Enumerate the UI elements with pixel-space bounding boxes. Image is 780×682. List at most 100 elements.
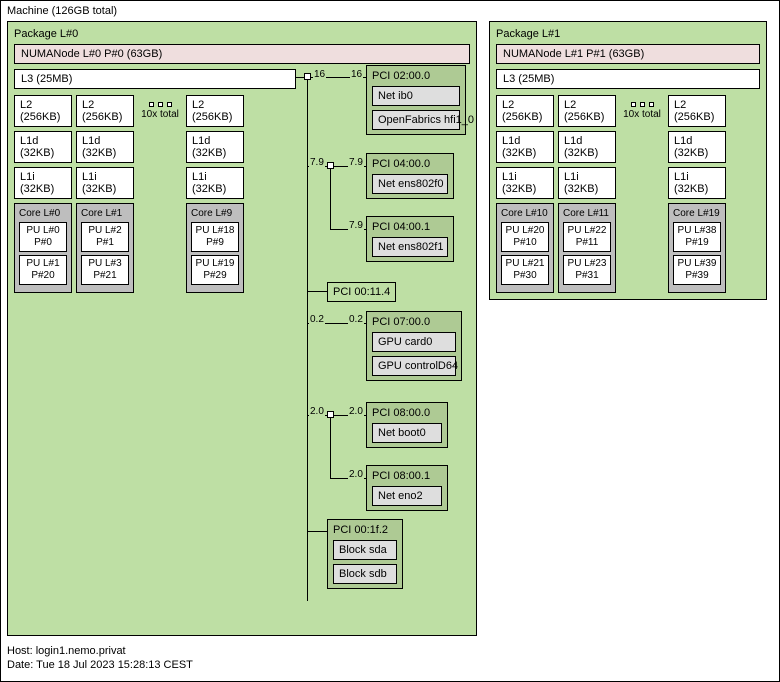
connector-line	[330, 169, 331, 229]
pci-02-00-0: PCI 02:00.0 Net ib0 OpenFabrics hfi1_0	[366, 65, 466, 135]
package-1: Package L#1 NUMANode L#1 P#1 (63GB) L3 (…	[489, 21, 767, 300]
l2-cache: L2 (256KB)	[496, 95, 554, 127]
footer-host: Host: login1.nemo.privat	[7, 644, 773, 658]
l2-cache: L2 (256KB)	[668, 95, 726, 127]
connector-line	[330, 418, 331, 478]
net-device: Net boot0	[372, 423, 442, 443]
gpu-device: GPU controlD64	[372, 356, 456, 376]
core-10: Core L#10 PU L#20P#10 PU L#21P#30	[496, 203, 554, 293]
gap-label: 10x total	[623, 109, 661, 120]
machine-box: Machine (126GB total) Package L#0 NUMANo…	[0, 0, 780, 682]
connector-line	[307, 291, 327, 292]
pci-title: PCI 04:00.0	[372, 158, 448, 170]
pci-title: PCI 07:00.0	[372, 316, 456, 328]
core-title: Core L#19	[673, 208, 721, 219]
pci-08-00-0: PCI 08:00.0 Net boot0	[366, 402, 448, 448]
block-device: Block sda	[333, 540, 397, 560]
pu: PU L#18P#9	[191, 222, 239, 252]
ellipsis-gap: 10x total	[620, 102, 664, 120]
l2-cache: L2 (256KB)	[76, 95, 134, 127]
bridge-junction	[327, 162, 334, 169]
l1d-cache: L1d (32KB)	[558, 131, 616, 163]
pci-00-1f-2: PCI 00:1f.2 Block sda Block sdb	[327, 519, 403, 589]
connector-line	[307, 80, 308, 601]
numanode-1: NUMANode L#1 P#1 (63GB)	[496, 44, 760, 64]
core-title: Core L#11	[563, 208, 611, 219]
l2-cache: L2 (256KB)	[558, 95, 616, 127]
pci-04-00-1: PCI 04:00.1 Net ens802f1	[366, 216, 454, 262]
core-0: Core L#0 PU L#0P#0 PU L#1P#20	[14, 203, 72, 293]
l1d-cache: L1d (32KB)	[496, 131, 554, 163]
l1i-cache: L1i (32KB)	[496, 167, 554, 199]
core-1: Core L#1 PU L#2P#1 PU L#3P#21	[76, 203, 134, 293]
l1d-cache: L1d (32KB)	[186, 131, 244, 163]
pu: PU L#21P#30	[501, 255, 549, 285]
package-0: Package L#0 NUMANode L#0 P#0 (63GB) L3 (…	[7, 21, 477, 636]
core-title: Core L#0	[19, 208, 67, 219]
pu: PU L#38P#19	[673, 222, 721, 252]
footer-date: Date: Tue 18 Jul 2023 15:28:13 CEST	[7, 658, 773, 672]
pci-title: PCI 02:00.0	[372, 70, 460, 82]
pu: PU L#22P#11	[563, 222, 611, 252]
bandwidth-label: 7.9	[309, 157, 325, 168]
core-9: Core L#9 PU L#18P#9 PU L#19P#29	[186, 203, 244, 293]
pci-08-00-1: PCI 08:00.1 Net eno2	[366, 465, 448, 511]
bandwidth-label: 0.2	[348, 314, 364, 325]
pu: PU L#0P#0	[19, 222, 67, 252]
l1i-cache: L1i (32KB)	[14, 167, 72, 199]
bridge-junction	[327, 411, 334, 418]
l1i-cache: L1i (32KB)	[558, 167, 616, 199]
l1d-cache: L1d (32KB)	[76, 131, 134, 163]
pu: PU L#2P#1	[81, 222, 129, 252]
pci-07-00-0: PCI 07:00.0 GPU card0 GPU controlD64	[366, 311, 462, 381]
gpu-device: GPU card0	[372, 332, 456, 352]
bandwidth-label: 2.0	[309, 406, 325, 417]
net-device: Net ens802f1	[372, 237, 448, 257]
bandwidth-label: 7.9	[348, 157, 364, 168]
bandwidth-label: 16	[313, 69, 326, 80]
openfabrics-device: OpenFabrics hfi1_0	[372, 110, 460, 130]
pci-00-11-4: PCI 00:11.4	[327, 282, 396, 302]
connector-line	[307, 531, 327, 532]
machine-title: Machine (126GB total)	[7, 5, 773, 17]
l1i-cache: L1i (32KB)	[186, 167, 244, 199]
pci-title: PCI 04:00.1	[372, 221, 448, 233]
block-device: Block sdb	[333, 564, 397, 584]
pu: PU L#19P#29	[191, 255, 239, 285]
package-0-io-col: 16 16 PCI 02:00.0 Net ib0 OpenFabrics hf…	[304, 69, 470, 629]
l1i-cache: L1i (32KB)	[668, 167, 726, 199]
bridge-junction	[304, 73, 311, 80]
l1i-cache: L1i (32KB)	[76, 167, 134, 199]
pci-title: PCI 08:00.1	[372, 470, 442, 482]
l3-cache-0: L3 (25MB)	[14, 69, 296, 89]
gap-label: 10x total	[141, 109, 179, 120]
net-device: Net ib0	[372, 86, 460, 106]
package-1-title: Package L#1	[496, 28, 760, 40]
core-title: Core L#9	[191, 208, 239, 219]
pci-04-00-0: PCI 04:00.0 Net ens802f0	[366, 153, 454, 199]
pu: PU L#23P#31	[563, 255, 611, 285]
pu: PU L#39P#39	[673, 255, 721, 285]
connector-line	[296, 77, 304, 78]
bandwidth-label: 0.2	[309, 314, 325, 325]
ellipsis-gap: 10x total	[138, 102, 182, 120]
pu: PU L#3P#21	[81, 255, 129, 285]
net-device: Net ens802f0	[372, 174, 448, 194]
package-0-title: Package L#0	[14, 28, 470, 40]
pu: PU L#1P#20	[19, 255, 67, 285]
l3-cache-1: L3 (25MB)	[496, 69, 760, 89]
l2-cache: L2 (256KB)	[186, 95, 244, 127]
pci-title: PCI 00:1f.2	[333, 524, 397, 536]
pci-title: PCI 08:00.0	[372, 407, 442, 419]
core-11: Core L#11 PU L#22P#11 PU L#23P#31	[558, 203, 616, 293]
numanode-0: NUMANode L#0 P#0 (63GB)	[14, 44, 470, 64]
net-device: Net eno2	[372, 486, 442, 506]
footer: Host: login1.nemo.privat Date: Tue 18 Ju…	[7, 644, 773, 673]
package-0-cpu-col: L3 (25MB) L2 (256KB) L2 (256KB) 10x tota…	[14, 69, 296, 293]
bandwidth-label: 7.9	[348, 220, 364, 231]
core-title: Core L#10	[501, 208, 549, 219]
bandwidth-label: 2.0	[348, 469, 364, 480]
l1d-cache: L1d (32KB)	[668, 131, 726, 163]
l1d-cache: L1d (32KB)	[14, 131, 72, 163]
core-19: Core L#19 PU L#38P#19 PU L#39P#39	[668, 203, 726, 293]
